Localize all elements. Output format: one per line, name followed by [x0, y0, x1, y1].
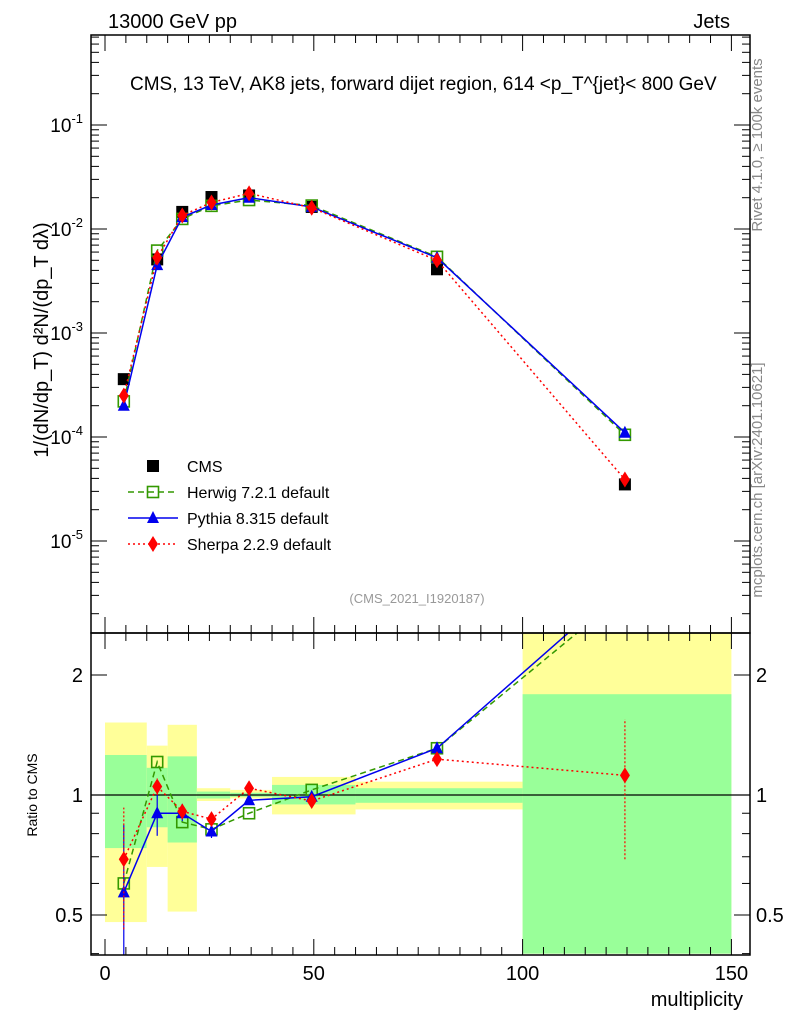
legend-label: Sherpa 2.2.9 default [187, 537, 332, 554]
data-point [206, 194, 217, 211]
y-tick-label: 10-4 [50, 423, 83, 449]
ratio-tick-label: 1 [72, 785, 83, 807]
legend-marker [148, 536, 158, 552]
ratio-tick-label: 2 [756, 665, 767, 687]
ratio-point [619, 767, 630, 784]
analysis-label: (CMS_2021_I1920187) [349, 591, 484, 606]
mcplots-label: mcplots.cern.ch [arXiv:2401.10621] [749, 362, 766, 597]
ratio-point [150, 755, 164, 769]
uncertainty-band-inner [167, 756, 197, 843]
x-axis-label: multiplicity [651, 989, 743, 1011]
ratio-line-0 [123, 633, 579, 884]
y-tick-label: 10-5 [50, 527, 83, 553]
legend-marker [147, 511, 159, 523]
ratio-point [118, 851, 129, 868]
ratio-point [431, 751, 442, 768]
ratio-point [206, 811, 217, 828]
legend-label: Herwig 7.2.1 default [187, 485, 330, 502]
x-tick-label: 50 [303, 963, 325, 985]
legend-label: CMS [187, 459, 223, 476]
rivet-label: Rivet 4.1.0, ≥ 100k events [749, 58, 766, 231]
data-point [244, 185, 255, 202]
ratio-point [242, 806, 256, 820]
ratio-frame [90, 632, 751, 956]
series-line-1 [123, 199, 626, 436]
legend-marker [146, 485, 160, 499]
data-point [117, 398, 130, 411]
ratio-point [619, 576, 631, 588]
ratio-point [243, 793, 256, 806]
header-right: Jets [693, 11, 730, 33]
ratio-tick-label: 2 [72, 665, 83, 687]
data-point [118, 387, 129, 404]
ratio-point [619, 588, 630, 599]
data-point [177, 207, 188, 224]
y-tick-label: 10-1 [50, 111, 83, 137]
data-point [152, 249, 163, 266]
header-left: 13000 GeV pp [108, 11, 237, 33]
ratio-point [177, 803, 188, 820]
ratio-tick-label: 1 [756, 785, 767, 807]
y-tick-label: 10-3 [50, 319, 83, 345]
ratio-line-2 [123, 758, 625, 860]
ratio-point [205, 824, 218, 837]
ratio-tick-label: 0.5 [55, 905, 83, 927]
legend-marker [147, 460, 159, 472]
y-axis-label: 1/(dN/dp_T) d²N/(dp_T dλ) [31, 222, 53, 457]
chart-title: CMS, 13 TeV, AK8 jets, forward dijet reg… [130, 74, 717, 95]
y-tick-label: 10-2 [50, 215, 83, 241]
ratio-point [117, 885, 130, 898]
data-point [306, 199, 317, 216]
ratio-point [430, 741, 443, 754]
x-tick-label: 0 [99, 963, 110, 985]
series-line-3 [123, 192, 626, 481]
ratio-tick-label: 0.5 [756, 905, 784, 927]
series-line-2 [123, 196, 626, 434]
ratio-point [244, 780, 255, 797]
data-point [619, 471, 630, 488]
uncertainty-band-inner [105, 754, 147, 849]
ratio-axis-label: Ratio to CMS [24, 753, 40, 836]
ratio-point [306, 792, 317, 809]
data-point [430, 263, 443, 276]
ratio-point [151, 806, 164, 819]
ratio-point [152, 778, 163, 795]
data-point [431, 252, 442, 269]
data-point [117, 373, 130, 386]
legend-label: Pythia 8.315 default [187, 511, 329, 528]
uncertainty-band-inner [522, 694, 732, 954]
ratio-line-1 [123, 633, 570, 893]
x-tick-label: 150 [715, 963, 748, 985]
x-tick-label: 100 [506, 963, 539, 985]
data-point [618, 425, 631, 438]
